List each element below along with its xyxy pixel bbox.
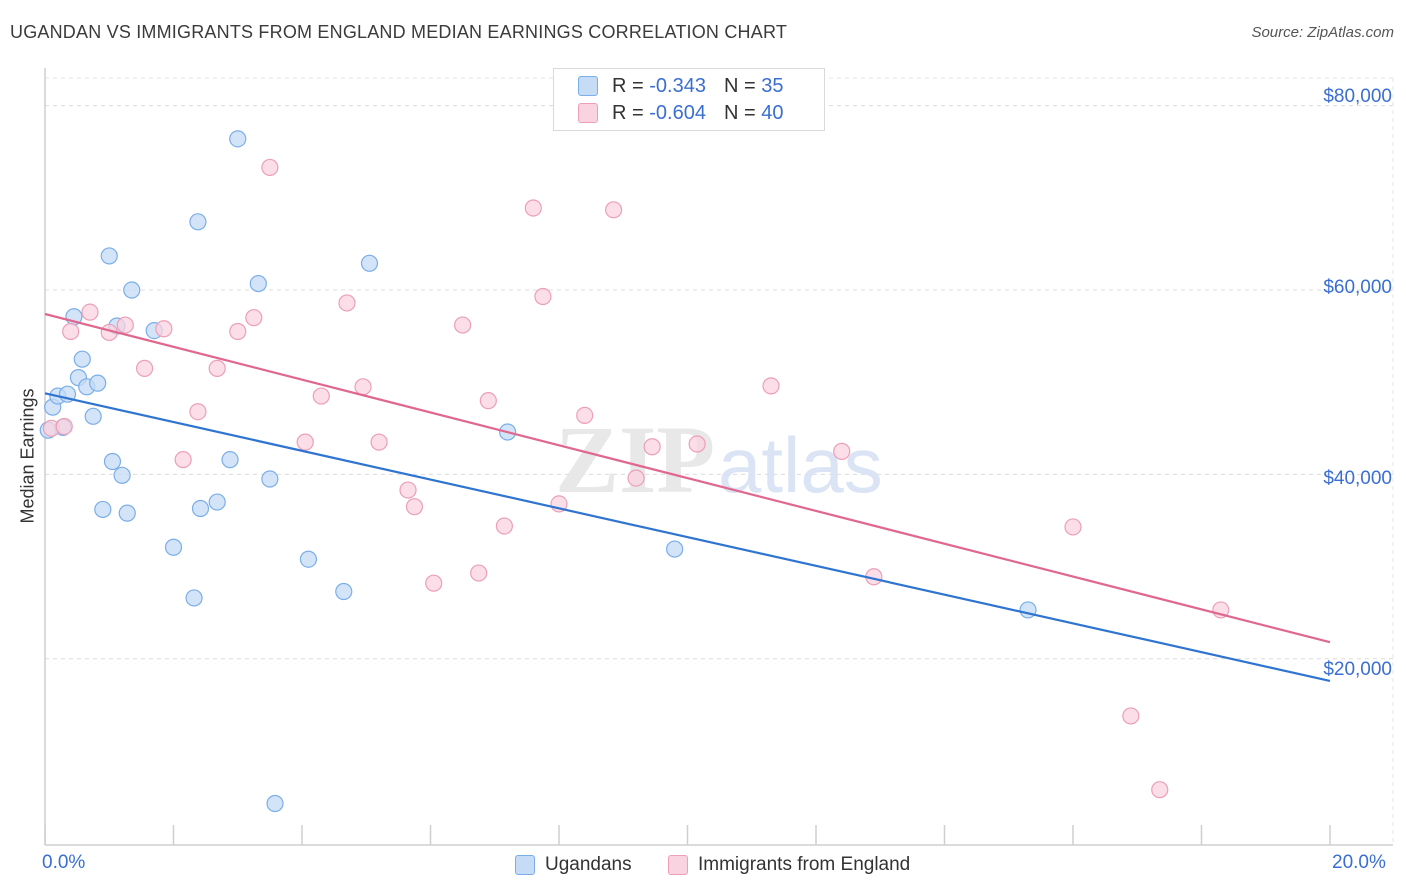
watermark-zip: ZIP [555,406,715,513]
ugandans-legend-swatch [515,855,535,875]
england-point [627,469,645,487]
x-tick-label-max: 20.0% [1332,852,1386,873]
england-point [762,377,780,395]
r-label: R = [612,101,644,124]
r-value: -0.343 [649,74,706,97]
ugandans-point [360,254,379,272]
england-point [174,451,192,469]
ugandans-point [84,407,102,425]
ugandans-point [266,794,284,813]
england-point [524,199,542,217]
source-credit: Source: ZipAtlas.com [1251,24,1394,41]
ugandans-point [103,452,122,471]
n-label: N = [723,101,756,124]
ugandans-point [335,582,353,601]
ugandans-point [123,281,141,299]
y-axis-label: Median Earnings [17,388,38,524]
ugandans-point [94,500,112,519]
ugandans-point [73,350,91,368]
england-point [495,517,513,535]
ugandans-trend-line [44,392,1331,682]
ugandans-point [221,451,239,469]
england-point [470,564,488,582]
england-point [229,322,247,341]
ugandans-point [261,470,279,488]
y-tick-label: $60,000 [1323,277,1392,298]
england-legend-swatch [668,855,688,875]
england-point [208,359,226,377]
legend-item-england[interactable]: Immigrants from England [668,852,910,878]
legend-label: Ugandans [545,854,632,875]
ugandans-point [89,374,107,392]
england-point [833,442,851,460]
y-tick-label: $80,000 [1323,86,1392,107]
ugandans-point [249,274,267,293]
r-label: R = [612,74,644,97]
england-point [688,435,706,453]
england-point [354,378,372,396]
x-tick-label-min: 0.0% [42,852,86,873]
axes [44,68,1393,846]
ugandans-point [164,538,183,556]
ugandans-point [113,466,131,484]
ugandans-point [208,493,226,511]
england-point [296,433,314,451]
ugandans-point [299,550,318,568]
england-point [116,316,134,334]
england-point [454,316,472,334]
england-point [605,201,623,219]
england-point [245,309,263,327]
england-point [135,359,154,377]
england-point [338,294,356,312]
trend-lines [44,312,1331,682]
england-point [62,322,80,341]
england-point [405,498,424,516]
y-tick-label: $20,000 [1323,659,1392,680]
england-point [1064,518,1082,536]
ugandans-point [118,504,136,522]
r-value: -0.604 [649,101,706,124]
ugandans-point [185,589,203,607]
stats-legend: R = -0.343 N = 35 R = -0.604 N = 40 [553,68,825,131]
ugandans-point [191,499,210,518]
england-swatch [578,103,598,123]
n-value: 40 [761,101,784,124]
england-point [370,433,388,451]
data-points [39,130,1230,813]
england-point [425,574,443,592]
n-value: 35 [761,74,784,97]
ugandans-point [666,540,684,558]
chart-title: UGANDAN VS IMMIGRANTS FROM ENGLAND MEDIA… [10,22,788,42]
ugandans-swatch [578,76,598,96]
legend-item-ugandans[interactable]: Ugandans [515,852,632,878]
ugandans-point [100,247,118,265]
england-point [312,387,330,405]
ugandans-point [189,213,207,231]
england-point [155,320,173,338]
y-tick-label: $40,000 [1323,468,1392,489]
stats-legend-row-england: R = -0.604 N = 40 [578,101,783,125]
england-point [55,417,73,436]
england-point [534,287,552,306]
england-point [189,403,207,421]
england-trend-line [44,312,1331,644]
england-point [261,158,279,177]
england-point [479,392,497,410]
n-label: N = [723,74,756,97]
ugandans-point [229,130,247,148]
england-point [1122,707,1140,725]
england-point [399,481,417,499]
england-point [643,438,661,456]
watermark: ZIP atlas [555,406,883,513]
legend-label: Immigrants from England [698,854,911,875]
stats-legend-row-ugandans: R = -0.343 N = 35 [578,74,783,98]
england-point [1151,781,1169,799]
england-point [576,406,594,425]
england-point [81,303,99,321]
watermark-atlas: atlas [718,421,883,509]
